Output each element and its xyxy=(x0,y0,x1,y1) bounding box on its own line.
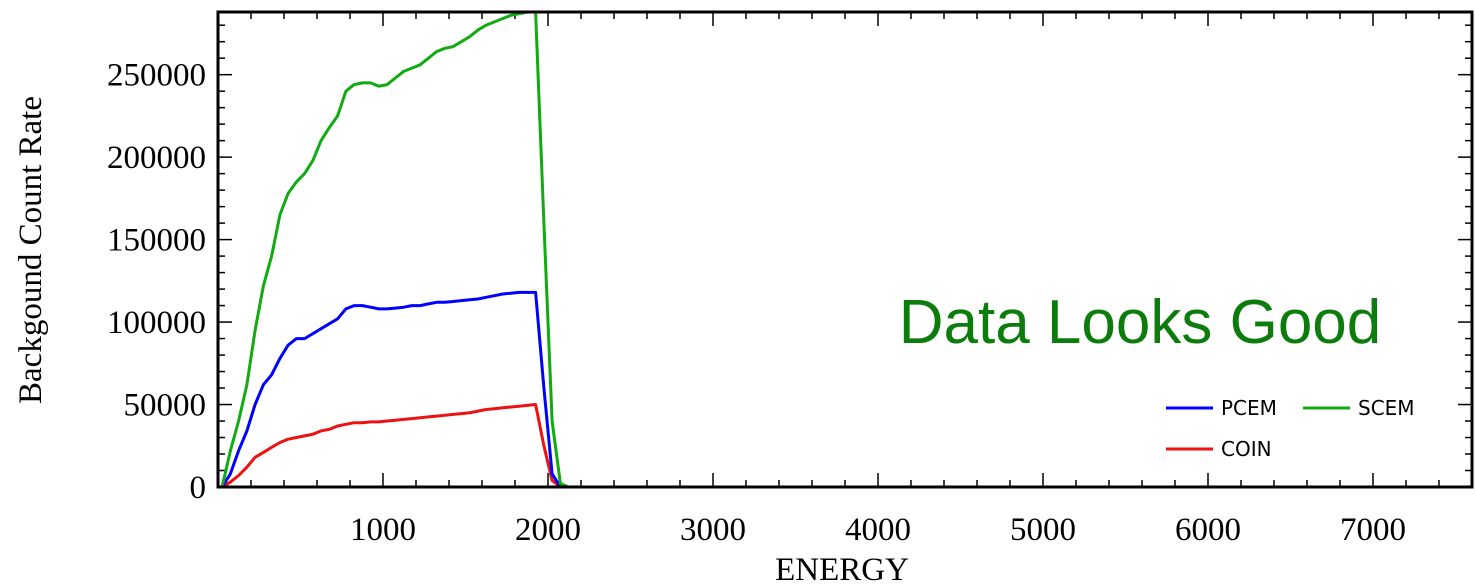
y-tick-label: 150000 xyxy=(107,223,206,259)
annotation-text: Data Looks Good xyxy=(899,288,1382,357)
legend-label-pcem: PCEM xyxy=(1221,396,1277,420)
y-tick-label: 100000 xyxy=(107,305,206,341)
series-line-scem xyxy=(220,10,1472,489)
x-axis-title: ENERGY xyxy=(775,552,909,584)
legend-label-coin: COIN xyxy=(1221,437,1272,461)
x-tick-label: 6000 xyxy=(1175,512,1241,548)
plot-frame xyxy=(216,10,1474,489)
y-tick-label: 50000 xyxy=(124,388,207,424)
x-tick-label: 3000 xyxy=(680,512,746,548)
x-tick-label: 4000 xyxy=(845,512,911,548)
legend-label-scem: SCEM xyxy=(1358,396,1415,420)
x-tick-label: 2000 xyxy=(515,512,581,548)
x-tick-label: 1000 xyxy=(350,512,416,548)
y-tick-label: 200000 xyxy=(107,140,206,176)
y-tick-label: 250000 xyxy=(107,58,206,94)
x-tick-label: 7000 xyxy=(1340,512,1406,548)
x-tick-label: 5000 xyxy=(1010,512,1076,548)
legend: PCEM SCEM COIN xyxy=(1166,396,1415,461)
y-axis-title: Backgound Count Rate xyxy=(13,96,49,404)
x-tick-labels: 1000 2000 3000 4000 5000 6000 7000 xyxy=(350,512,1406,548)
y-tick-labels: 0 50000 100000 150000 200000 250000 xyxy=(107,58,206,506)
y-tick-label: 0 xyxy=(190,470,207,506)
series-line-pcem xyxy=(220,290,1472,489)
